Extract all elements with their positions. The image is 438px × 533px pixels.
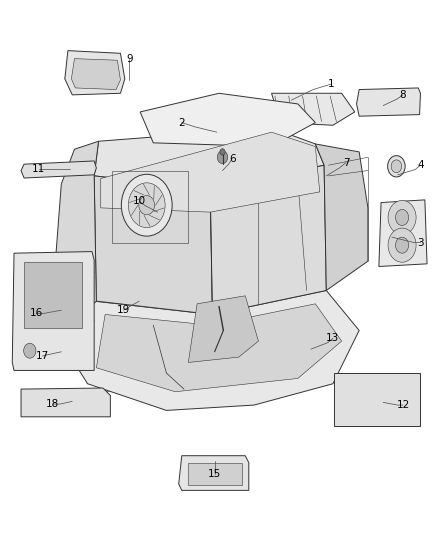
Polygon shape — [71, 59, 120, 90]
Circle shape — [220, 149, 225, 155]
Polygon shape — [21, 388, 110, 417]
Polygon shape — [96, 304, 342, 392]
Polygon shape — [12, 252, 94, 370]
Text: 19: 19 — [117, 305, 130, 315]
Text: 3: 3 — [417, 238, 424, 247]
Text: 4: 4 — [417, 160, 424, 170]
Polygon shape — [379, 200, 427, 266]
Circle shape — [139, 196, 155, 215]
Circle shape — [388, 156, 405, 177]
Text: 9: 9 — [126, 54, 133, 63]
Polygon shape — [94, 128, 324, 189]
Polygon shape — [59, 290, 359, 410]
Polygon shape — [94, 176, 212, 314]
Polygon shape — [140, 93, 315, 147]
Text: 8: 8 — [399, 90, 406, 100]
Polygon shape — [272, 93, 355, 125]
Text: 10: 10 — [133, 197, 146, 206]
Circle shape — [391, 160, 402, 173]
Polygon shape — [21, 161, 96, 178]
Circle shape — [24, 343, 36, 358]
Text: 18: 18 — [46, 399, 59, 409]
Text: 7: 7 — [343, 158, 350, 167]
Circle shape — [128, 183, 165, 228]
Text: 12: 12 — [396, 400, 410, 410]
Circle shape — [388, 228, 416, 262]
Polygon shape — [53, 141, 99, 338]
Polygon shape — [179, 456, 249, 490]
Polygon shape — [357, 88, 420, 116]
Polygon shape — [188, 296, 258, 362]
Text: 13: 13 — [326, 334, 339, 343]
Circle shape — [121, 174, 172, 236]
Text: 16: 16 — [30, 309, 43, 318]
Polygon shape — [188, 463, 242, 485]
Circle shape — [396, 237, 409, 253]
Circle shape — [396, 209, 409, 225]
Polygon shape — [65, 51, 125, 95]
Polygon shape — [210, 165, 326, 314]
Text: 2: 2 — [178, 118, 185, 127]
Text: 1: 1 — [327, 79, 334, 89]
Text: 6: 6 — [229, 154, 236, 164]
Polygon shape — [24, 262, 82, 328]
Polygon shape — [101, 132, 320, 212]
Circle shape — [388, 200, 416, 235]
Text: 17: 17 — [36, 351, 49, 361]
Circle shape — [217, 151, 228, 164]
Text: 11: 11 — [32, 165, 45, 174]
Polygon shape — [334, 373, 420, 426]
Text: 15: 15 — [208, 470, 221, 479]
Polygon shape — [315, 144, 368, 290]
